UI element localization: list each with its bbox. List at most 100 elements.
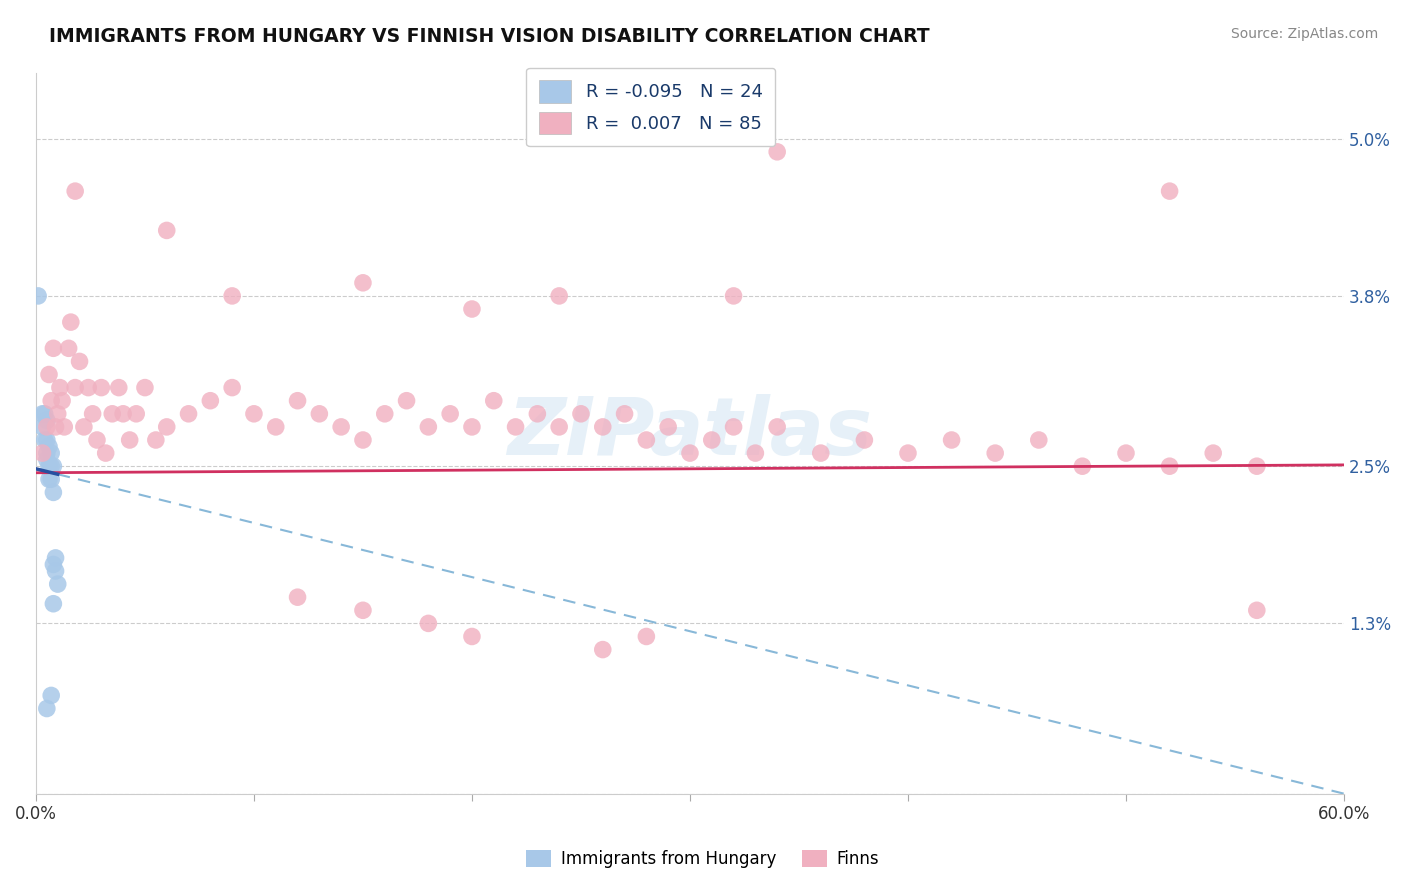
Point (39, 472, 62, 486)
Point (38, 368, 60, 382)
Point (264, 420, 287, 434)
Text: ZIPatlas: ZIPatlas (508, 394, 873, 473)
Point (1246, 603, 1268, 617)
Point (897, 446, 920, 460)
Point (766, 420, 789, 434)
Point (27, 289, 49, 303)
Point (287, 393, 309, 408)
Point (31, 446, 53, 460)
Point (657, 420, 679, 434)
Point (34, 407, 56, 421)
Point (58, 341, 80, 355)
Point (35, 452, 58, 467)
Point (101, 407, 124, 421)
Point (221, 381, 243, 395)
Point (42, 485, 65, 500)
Point (35, 433, 58, 447)
Point (42, 459, 65, 474)
Point (1115, 446, 1137, 460)
Point (38, 459, 60, 474)
Point (45, 550, 67, 565)
Point (35, 420, 58, 434)
Point (439, 407, 461, 421)
Point (461, 420, 484, 434)
Text: Source: ZipAtlas.com: Source: ZipAtlas.com (1230, 27, 1378, 41)
Point (374, 407, 396, 421)
Point (39, 393, 62, 408)
Point (134, 381, 156, 395)
Point (1159, 459, 1181, 474)
Point (352, 276, 374, 290)
Point (77, 381, 100, 395)
Point (156, 223, 179, 237)
Point (112, 407, 135, 421)
Point (636, 630, 658, 644)
Point (941, 433, 963, 447)
Point (38, 472, 60, 486)
Point (118, 433, 141, 447)
Point (45, 564, 67, 578)
Point (308, 407, 330, 421)
Legend: R = -0.095   N = 24, R =  0.007   N = 85: R = -0.095 N = 24, R = 0.007 N = 85 (526, 68, 775, 146)
Point (31, 407, 53, 421)
Point (526, 407, 548, 421)
Point (51, 393, 73, 408)
Point (69, 354, 91, 368)
Point (46, 407, 69, 421)
Point (200, 393, 222, 408)
Point (723, 420, 745, 434)
Point (810, 446, 832, 460)
Point (853, 433, 876, 447)
Point (221, 289, 243, 303)
Point (723, 289, 745, 303)
Point (613, 407, 636, 421)
Text: IMMIGRANTS FROM HUNGARY VS FINNISH VISION DISABILITY CORRELATION CHART: IMMIGRANTS FROM HUNGARY VS FINNISH VISIO… (49, 27, 929, 45)
Point (461, 301, 484, 316)
Point (45, 420, 67, 434)
Point (156, 420, 179, 434)
Point (592, 642, 614, 657)
Point (90, 381, 112, 395)
Point (548, 420, 571, 434)
Legend: Immigrants from Hungary, Finns: Immigrants from Hungary, Finns (520, 843, 886, 875)
Point (461, 630, 484, 644)
Point (35, 701, 58, 715)
Point (42, 341, 65, 355)
Point (35, 446, 58, 460)
Point (287, 590, 309, 604)
Point (330, 420, 353, 434)
Point (42, 558, 65, 572)
Point (352, 433, 374, 447)
Point (125, 407, 148, 421)
Point (592, 420, 614, 434)
Point (73, 420, 96, 434)
Point (82, 407, 104, 421)
Point (352, 603, 374, 617)
Point (177, 407, 200, 421)
Point (46, 577, 69, 591)
Point (636, 433, 658, 447)
Point (548, 289, 571, 303)
Point (42, 597, 65, 611)
Point (482, 393, 505, 408)
Point (38, 440, 60, 454)
Point (59, 315, 82, 329)
Point (679, 446, 702, 460)
Point (49, 381, 72, 395)
Point (984, 446, 1007, 460)
Point (63, 381, 86, 395)
Point (766, 145, 789, 159)
Point (31, 420, 53, 434)
Point (86, 433, 108, 447)
Point (744, 446, 766, 460)
Point (700, 433, 723, 447)
Point (107, 381, 129, 395)
Point (1028, 433, 1050, 447)
Point (1246, 459, 1268, 474)
Point (94, 446, 117, 460)
Point (34, 433, 56, 447)
Point (1159, 184, 1181, 198)
Point (35, 413, 58, 427)
Point (145, 433, 167, 447)
Point (505, 420, 527, 434)
